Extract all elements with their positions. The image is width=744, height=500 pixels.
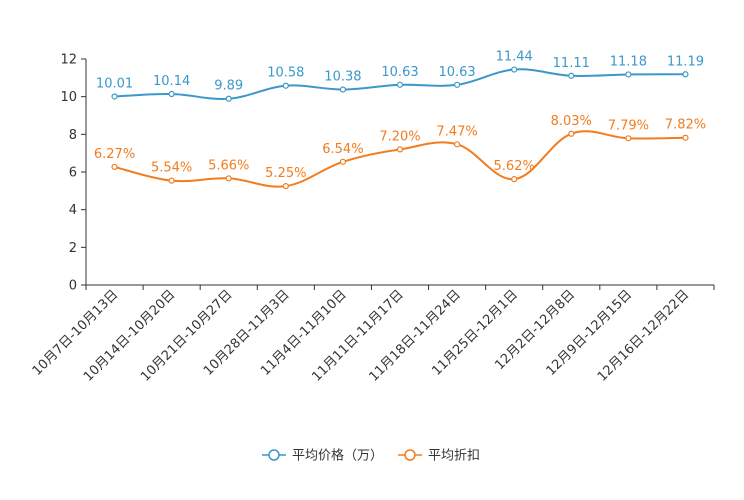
data-label: 11.18 bbox=[610, 54, 647, 69]
data-point bbox=[511, 66, 518, 73]
data-label: 6.54% bbox=[322, 142, 363, 157]
data-point bbox=[511, 176, 518, 183]
data-point bbox=[111, 93, 118, 100]
data-point bbox=[568, 130, 575, 137]
data-point bbox=[625, 135, 632, 142]
data-point bbox=[339, 158, 347, 165]
data-point bbox=[568, 72, 575, 79]
data-point bbox=[625, 71, 632, 78]
data-point bbox=[225, 175, 232, 182]
data-label: 7.79% bbox=[608, 118, 649, 133]
data-label: 11.44 bbox=[496, 50, 533, 65]
data-point bbox=[453, 141, 461, 148]
y-tick-label: 0 bbox=[69, 279, 77, 294]
y-tick-label: 4 bbox=[69, 203, 77, 218]
data-point bbox=[682, 71, 689, 78]
data-label: 10.38 bbox=[324, 70, 361, 85]
data-label: 10.14 bbox=[153, 74, 190, 89]
data-point bbox=[282, 183, 289, 190]
data-point bbox=[453, 81, 461, 88]
data-label: 7.82% bbox=[665, 118, 706, 133]
data-label: 10.63 bbox=[381, 65, 418, 80]
data-label: 7.47% bbox=[436, 124, 477, 139]
data-label: 10.01 bbox=[96, 76, 133, 91]
data-point bbox=[282, 82, 289, 89]
y-tick-label: 10 bbox=[60, 90, 77, 105]
data-label: 11.11 bbox=[553, 56, 590, 71]
legend-label: 平均价格（万） bbox=[292, 448, 383, 464]
data-point bbox=[225, 95, 232, 102]
y-tick-label: 8 bbox=[69, 128, 77, 143]
data-label: 6.27% bbox=[94, 147, 135, 162]
data-label: 8.03% bbox=[551, 114, 592, 129]
data-point bbox=[682, 134, 689, 141]
data-label: 5.66% bbox=[208, 158, 249, 173]
data-point bbox=[396, 81, 404, 88]
data-point bbox=[396, 146, 404, 153]
data-point bbox=[339, 86, 347, 93]
data-point bbox=[168, 177, 175, 184]
data-label: 5.62% bbox=[494, 159, 535, 174]
legend-marker bbox=[404, 449, 416, 461]
data-label: 9.89 bbox=[214, 79, 243, 94]
data-point bbox=[111, 163, 118, 171]
data-point bbox=[168, 90, 175, 98]
legend-label: 平均折扣 bbox=[428, 449, 480, 464]
data-label: 10.63 bbox=[438, 65, 475, 80]
y-tick-label: 12 bbox=[60, 53, 77, 68]
y-tick-label: 2 bbox=[69, 241, 77, 256]
legend-marker bbox=[268, 449, 280, 461]
data-label: 5.54% bbox=[151, 161, 192, 176]
data-label: 7.20% bbox=[379, 129, 420, 144]
data-label: 11.19 bbox=[667, 54, 704, 69]
data-label: 10.58 bbox=[267, 66, 304, 81]
y-tick-label: 6 bbox=[69, 166, 77, 181]
data-label: 5.25% bbox=[265, 166, 306, 181]
